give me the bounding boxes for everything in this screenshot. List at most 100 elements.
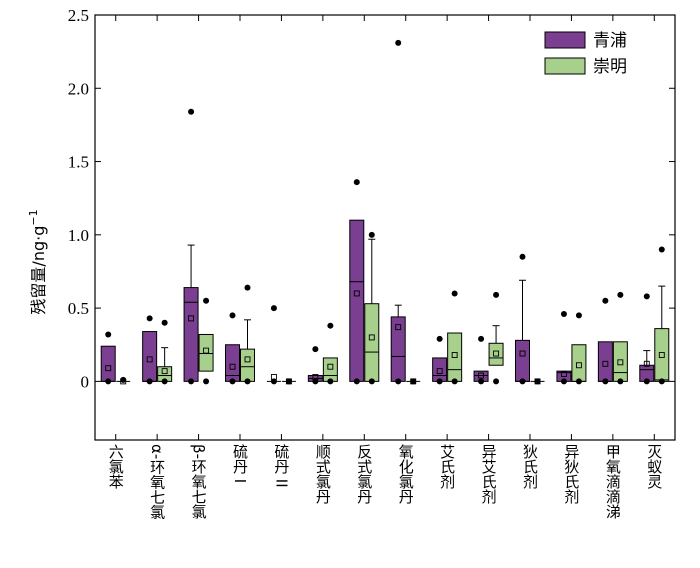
x-tick-label: 六氯苯 (107, 444, 125, 489)
mean-marker (602, 360, 609, 367)
x-tick-label: α-环氧七氯 (148, 444, 166, 520)
y-axis-label: 残留量/ng·g−1 (27, 209, 48, 314)
mean-marker (560, 371, 567, 378)
outlier-point (602, 378, 609, 385)
outlier-point (451, 378, 458, 385)
box-group (183, 108, 199, 385)
outlier-point (270, 305, 277, 312)
outlier-point (560, 310, 567, 317)
outlier-point (368, 231, 375, 238)
box (364, 303, 380, 382)
mean-marker (203, 347, 210, 354)
box-group (406, 378, 421, 385)
y-axis: 0 0.5 1.0 1.5 2.0 2.5 (68, 6, 675, 391)
mean-marker (451, 352, 458, 358)
outlier-point (327, 378, 334, 385)
x-tick-label: 灭蚁灵 (645, 444, 663, 489)
box-group (639, 293, 655, 385)
outlier-point (534, 378, 541, 385)
legend-label: 青浦 (593, 31, 627, 51)
outlier-point (244, 378, 251, 385)
box (240, 348, 255, 382)
outlier-point (188, 108, 195, 115)
outlier-point (105, 331, 112, 338)
y-tick-label: 0.5 (68, 299, 89, 318)
mean-marker (327, 363, 334, 370)
x-tick-label: 艾氏剂 (438, 444, 456, 490)
box-group (447, 290, 463, 385)
outlier-point (658, 246, 665, 253)
box (432, 357, 448, 382)
box-group (390, 39, 406, 385)
x-tick-label: 氧化氯丹 (397, 444, 415, 505)
outlier-point (575, 312, 582, 319)
outlier-point (451, 290, 458, 297)
mean-marker (519, 350, 526, 357)
mean-marker (395, 324, 402, 331)
mean-marker (436, 368, 443, 375)
outlier-point (478, 335, 485, 342)
box-group (654, 246, 670, 385)
outlier-point (478, 378, 485, 385)
y-tick-label: 1.5 (68, 153, 89, 172)
x-tick-label: 硫丹 II (272, 444, 290, 488)
outlier-point (519, 253, 526, 260)
box-group (349, 179, 365, 385)
box-group (266, 305, 281, 385)
box-group (142, 315, 158, 385)
box (515, 339, 530, 382)
box-group (473, 335, 489, 385)
y-tick-label: 2.0 (68, 79, 89, 98)
mean-marker (244, 356, 251, 363)
outlier-point (353, 378, 360, 385)
box (488, 342, 504, 366)
mean-marker (478, 372, 485, 379)
outlier-point (436, 378, 443, 385)
mean-marker (353, 290, 360, 297)
box-group (157, 319, 173, 385)
mean-marker (368, 334, 375, 341)
outlier-point (161, 319, 168, 326)
y-tick-label: 1.0 (68, 226, 89, 245)
x-tick-label: 异狄氏剂 (562, 444, 580, 505)
outlier-point (368, 378, 375, 385)
x-tick-label: 反式氯丹 (355, 444, 373, 505)
box-group (571, 312, 587, 385)
outlier-point (120, 376, 127, 383)
outlier-point (353, 179, 360, 186)
outlier-point (105, 378, 112, 385)
outlier-point (285, 378, 292, 385)
legend-swatch (544, 31, 586, 49)
outlier-point (575, 378, 582, 385)
plot-area (94, 14, 676, 441)
box-group (281, 378, 296, 385)
box-group (116, 376, 131, 385)
x-axis: 六氯苯 α-环氧七氯 β-环氧七氯 硫丹 I 硫丹 II 顺式氯丹 反式氯丹 氧化氯丹 艾氏剂 异… (107, 15, 663, 520)
box-group (307, 346, 323, 385)
outlier-point (203, 378, 210, 385)
box (183, 287, 199, 382)
box-group (225, 312, 240, 385)
outlier-point (617, 378, 624, 385)
x-tick-label: 异艾氏剂 (480, 444, 498, 505)
box (100, 345, 116, 382)
outlier-point (519, 378, 526, 385)
box-group (100, 331, 116, 385)
outlier-point (643, 293, 650, 300)
outlier-point (188, 378, 195, 385)
outlier-point (493, 291, 500, 298)
outlier-point (161, 378, 168, 385)
x-tick-label: β-环氧七氯 (190, 444, 208, 519)
box-group (515, 253, 530, 385)
outlier-point (229, 312, 236, 319)
outlier-point (203, 297, 210, 304)
outlier-point (395, 39, 402, 46)
outlier-point (617, 291, 624, 298)
outlier-point (244, 284, 251, 291)
x-tick-label: 甲氧滴滴涕 (604, 444, 622, 519)
y-tick-label: 0 (81, 372, 90, 391)
mean-marker (575, 362, 582, 369)
box (654, 328, 670, 382)
